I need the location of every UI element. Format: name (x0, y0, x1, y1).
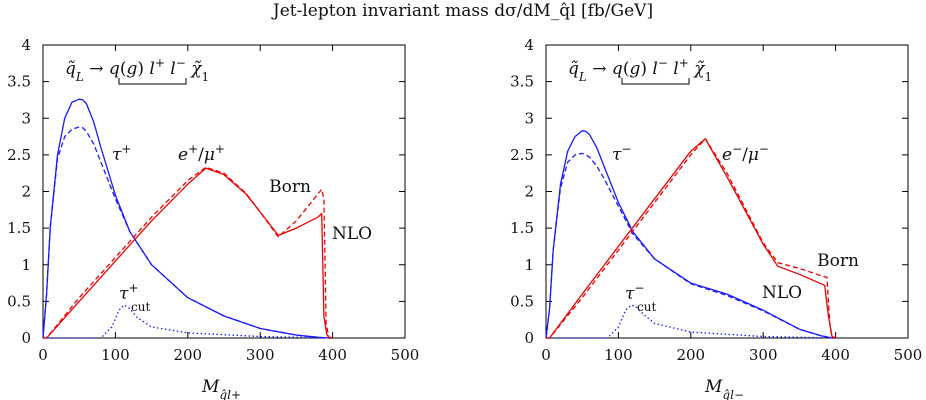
right-series-line-4 (546, 138, 836, 339)
left-process-label: q̃L → q(g) l+ l− χ̃1 (65, 56, 209, 84)
left-bracket (118, 78, 187, 85)
left-y-tick-label: 4 (21, 36, 31, 54)
left-lepton-label: e+/μ+ (178, 142, 225, 165)
left-x-tick-label: 400 (318, 346, 347, 364)
right-y-tick-label: 1.5 (510, 219, 534, 237)
right-x-tick-label: 100 (604, 346, 633, 364)
right-x-tick-label: 200 (676, 346, 705, 364)
right-y-tick-label: 3 (524, 109, 534, 127)
left-tau-cut-sub: cut (131, 300, 150, 314)
left-x-tick-label: 0 (38, 346, 48, 364)
right-lepton-label: e−/μ− (722, 142, 769, 165)
left-y-tick-label: 1.5 (7, 219, 31, 237)
left-series-line-2 (43, 304, 333, 339)
right-tau-label: τ− (612, 142, 631, 165)
left-y-tick-label: 2.5 (7, 146, 31, 164)
left-plot-frame (42, 44, 406, 339)
right-x-axis-label: Mq̂l− (704, 377, 744, 400)
left-y-tick-label: 3.5 (7, 73, 31, 91)
right-born-label: Born (817, 251, 859, 271)
right-series-line-1 (545, 152, 836, 339)
right-tau-cut-sub: cut (637, 300, 656, 314)
right-x-tick-label: 500 (894, 346, 923, 364)
left-x-axis-label: Mq̂l+ (201, 377, 241, 400)
figure-title: Jet-lepton invariant mass dσ/dM_q̂l [fb/… (272, 1, 654, 21)
right-y-tick-label: 4 (524, 36, 534, 54)
right-series-line-2 (546, 304, 836, 339)
left-series-line-4 (43, 166, 333, 339)
right-bracket (621, 78, 690, 85)
left-x-tick-label: 500 (391, 346, 420, 364)
right-y-tick-label: 3.5 (510, 73, 534, 91)
left-y-tick-label: 0 (21, 329, 31, 347)
left-y-tick-label: 2 (21, 183, 31, 201)
left-x-tick-label: 200 (173, 346, 202, 364)
left-y-tick-label: 3 (21, 109, 31, 127)
right-process-label: q̃L → q(g) l− l+ χ̃1 (568, 56, 712, 84)
right-y-tick-label: 2 (524, 183, 534, 201)
right-tau-cut-label: τ− (625, 281, 644, 304)
left-series-line-1 (42, 126, 333, 339)
right-x-tick-label: 300 (749, 346, 778, 364)
right-series-line-3 (546, 138, 836, 339)
left-nlo-label: NLO (332, 224, 372, 244)
left-born-label: Born (269, 177, 311, 197)
left-x-tick-label: 300 (246, 346, 275, 364)
left-x-tick-label: 100 (101, 346, 130, 364)
right-x-tick-label: 0 (541, 346, 551, 364)
left-y-tick-label: 0.5 (7, 292, 31, 310)
right-y-tick-label: 0 (524, 329, 534, 347)
left-tau-label: τ+ (112, 142, 131, 165)
right-nlo-label: NLO (762, 283, 802, 303)
left-y-tick-label: 1 (21, 256, 31, 274)
right-y-tick-label: 0.5 (510, 292, 534, 310)
right-series-line-0 (545, 130, 836, 339)
right-y-tick-label: 1 (524, 256, 534, 274)
left-series-line-0 (42, 98, 333, 339)
left-tau-cut-label: τ+ (119, 281, 138, 304)
right-x-tick-label: 400 (821, 346, 850, 364)
right-y-tick-label: 2.5 (510, 146, 534, 164)
